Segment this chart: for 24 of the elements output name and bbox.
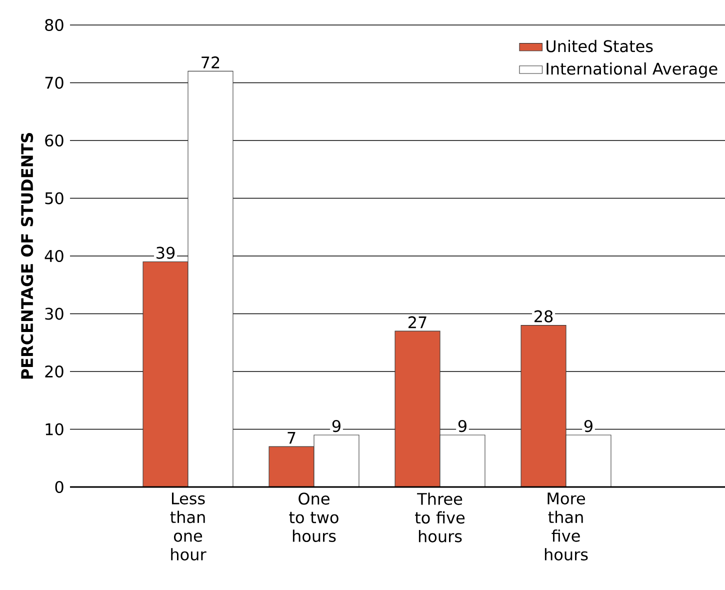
data-label: 39: [156, 246, 175, 259]
y-tick-label: 80: [45, 18, 64, 32]
x-tick-label: Three to five hours: [415, 492, 465, 542]
y-tick-label: 20: [45, 365, 64, 378]
y-axis-title: PERCENTAGE OF STUDENTS: [21, 133, 34, 379]
y-tick-label: 0: [55, 480, 64, 494]
data-label: 28: [534, 310, 553, 322]
legend-label: International Average: [546, 62, 718, 78]
data-label: 7: [288, 432, 296, 444]
data-label: 72: [202, 56, 220, 68]
y-tick-label: 40: [44, 250, 64, 262]
y-tick-label: 50: [45, 192, 64, 204]
y-tick-label: 10: [46, 423, 64, 436]
data-label: 9: [584, 420, 592, 432]
x-tick-label: Less than one hour: [170, 492, 206, 560]
data-label: 9: [458, 420, 466, 432]
y-tick-label: 70: [45, 76, 64, 89]
x-tick-label: One to two hours: [289, 492, 338, 542]
data-label: 9: [332, 420, 340, 432]
y-tick-label: 60: [45, 134, 64, 147]
data-label: 27: [408, 316, 426, 328]
x-tick-label: More than five hours: [544, 492, 588, 560]
y-tick-label: 30: [45, 308, 64, 320]
legend-label: United States: [546, 40, 653, 52]
